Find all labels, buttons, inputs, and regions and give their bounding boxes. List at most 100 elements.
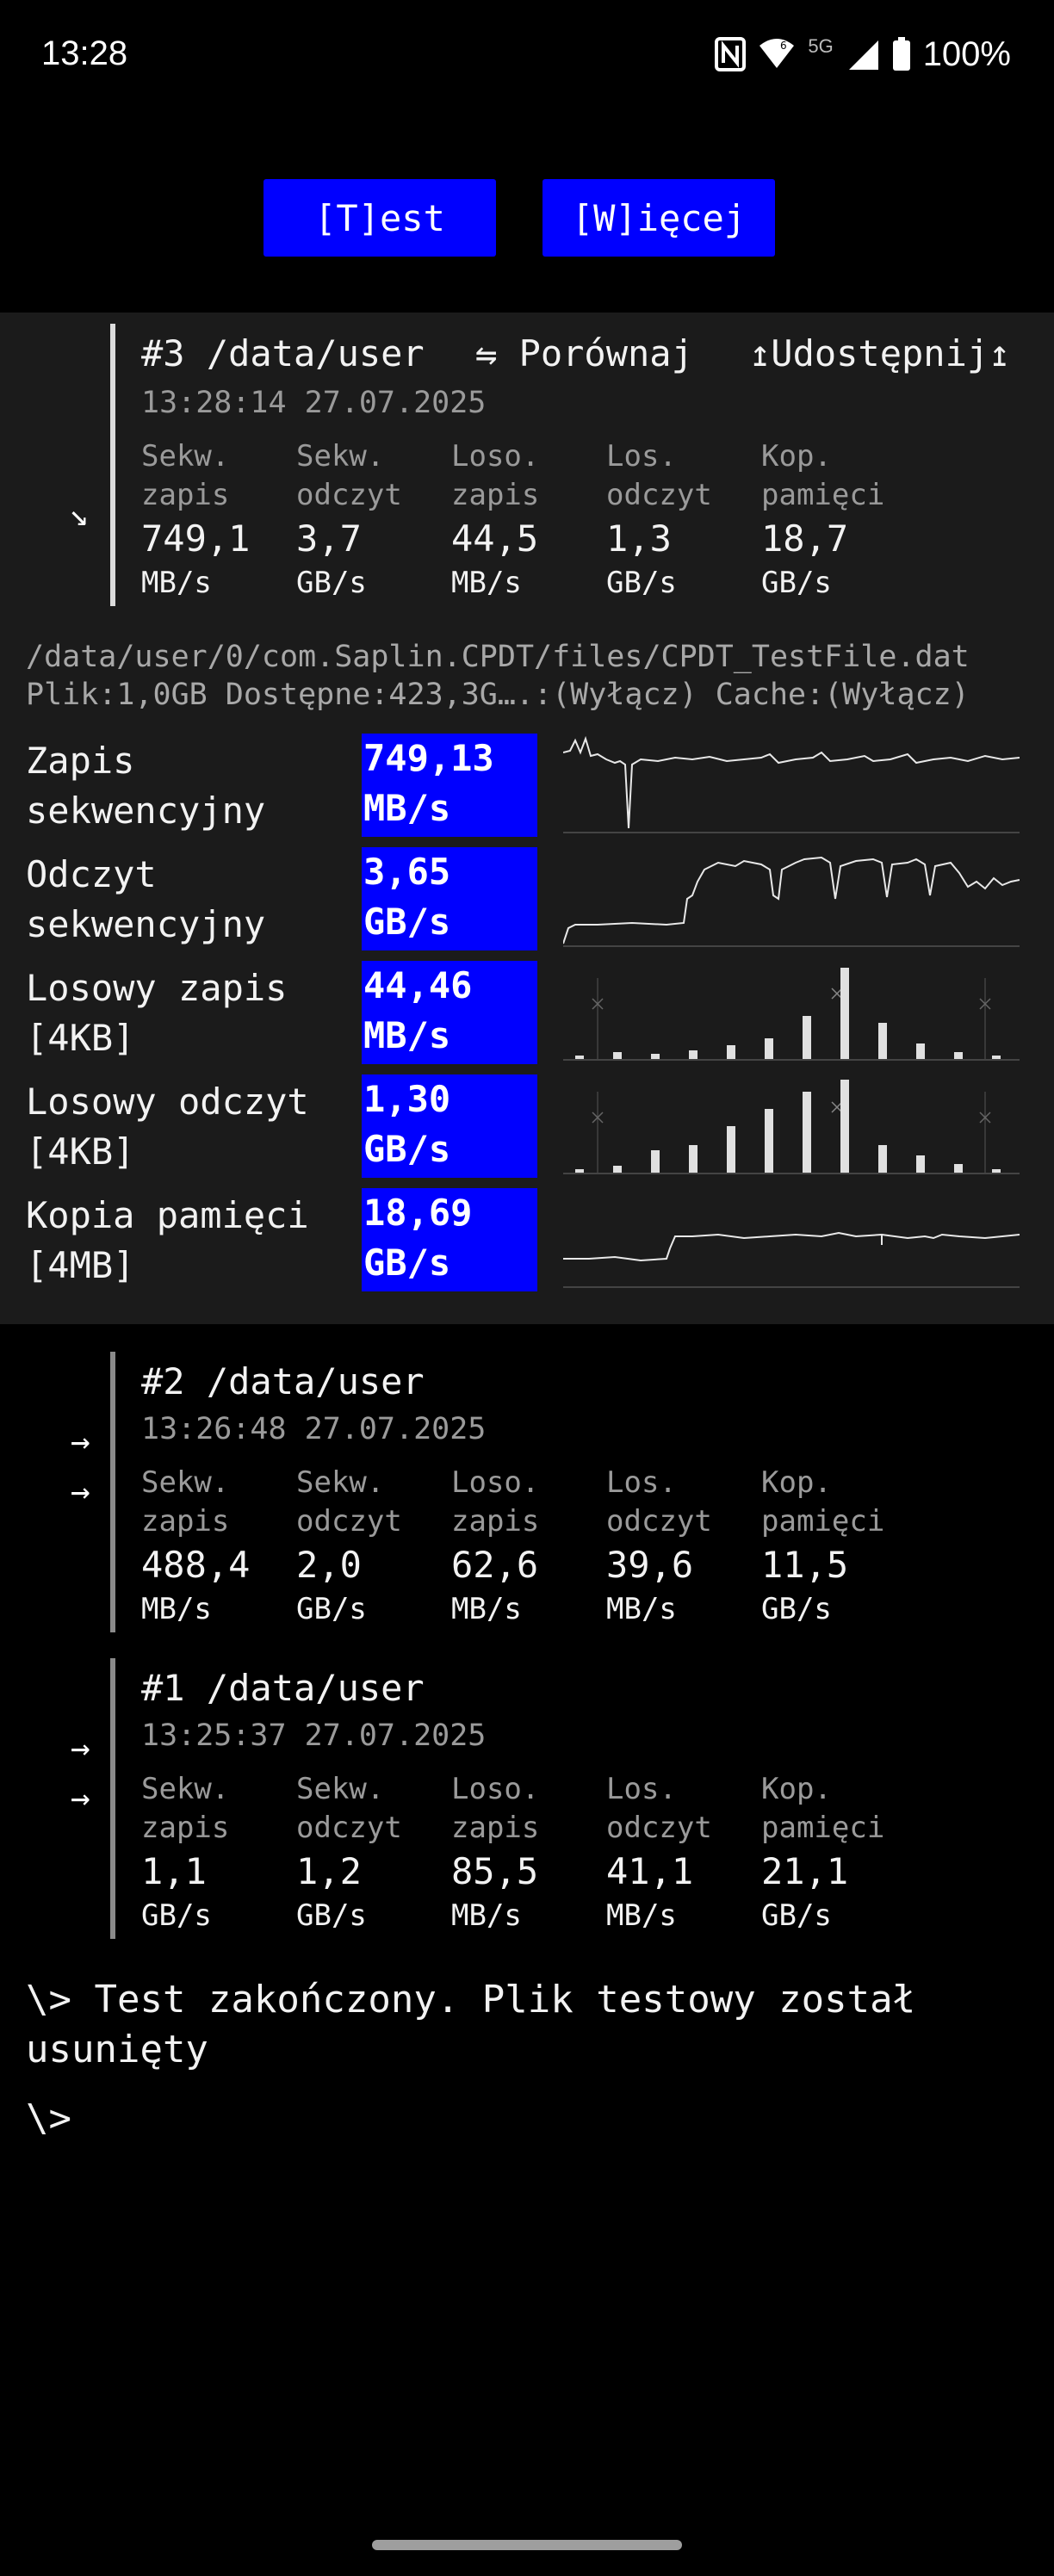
- seq-read-value: 3,65 GB/s: [362, 847, 537, 951]
- battery-icon: [892, 37, 911, 71]
- row-value-unit: MB/s: [363, 1014, 451, 1056]
- column-label: zapis: [451, 478, 540, 512]
- column-unit: MB/s: [606, 1592, 677, 1626]
- row-value-number: 3,65: [363, 851, 451, 893]
- signal-icon: [846, 37, 880, 71]
- column-value: 39,6: [606, 1544, 694, 1586]
- row-label-line: Kopia pamięci: [26, 1194, 309, 1236]
- column-label: Sekw.: [296, 1465, 385, 1500]
- history-result-title: #1 /data/user: [141, 1667, 425, 1709]
- status-time: 13:28: [41, 34, 128, 72]
- column-value: 2,0: [296, 1544, 362, 1586]
- column-label: zapis: [141, 1811, 230, 1845]
- column-label: odczyt: [296, 1811, 402, 1845]
- current-result-title: #3 /data/user: [141, 332, 425, 375]
- mem-copy-value: 18,69 GB/s: [362, 1188, 537, 1291]
- row-value-unit: GB/s: [363, 901, 451, 943]
- wifi-icon: 6: [758, 37, 796, 71]
- row-label-line: Zapis: [26, 740, 135, 782]
- status-icons: 6 5G 100%: [715, 33, 1011, 76]
- column-label: Sekw.: [141, 439, 230, 474]
- summary-column: Loso. zapis 85,5 MB/s: [451, 1770, 606, 1935]
- row-value-unit: GB/s: [363, 1128, 451, 1170]
- home-gesture-bar[interactable]: [372, 2540, 682, 2550]
- summary-column: Sekw. zapis 1,1 GB/s: [141, 1770, 296, 1935]
- column-label: Los.: [606, 1465, 677, 1500]
- column-label: odczyt: [296, 478, 402, 512]
- share-button[interactable]: ↥Udostępnij↥: [749, 332, 1011, 375]
- expand-arrow-icon[interactable]: →: [71, 1779, 90, 1817]
- column-value: 41,1: [606, 1850, 694, 1892]
- compare-button[interactable]: ⇋ Porównaj: [475, 332, 693, 375]
- test-file-info[interactable]: Plik:1,0GB Dostępne:423,3G….:(Wyłącz) Ca…: [26, 678, 970, 712]
- row-value-unit: MB/s: [363, 787, 451, 829]
- expand-arrow-icon[interactable]: →: [71, 1729, 90, 1767]
- column-label: odczyt: [606, 478, 712, 512]
- column-unit: MB/s: [606, 1898, 677, 1933]
- svg-text:6: 6: [780, 40, 787, 52]
- terminal-prompt[interactable]: \>: [26, 2096, 71, 2140]
- column-label: pamięci: [761, 1504, 885, 1539]
- summary-column: Los. odczyt 39,6 MB/s: [606, 1464, 761, 1629]
- column-value: 85,5: [451, 1850, 539, 1892]
- summary-column: Sekw. odczyt 3,7 GB/s: [296, 437, 451, 603]
- column-unit: GB/s: [296, 1592, 367, 1626]
- row-value-number: 1,30: [363, 1078, 451, 1120]
- rand-write-label: Losowy zapis [4KB]: [26, 963, 287, 1063]
- column-value: 3,7: [296, 517, 362, 560]
- column-label: Sekw.: [141, 1772, 230, 1806]
- column-label: zapis: [451, 1504, 540, 1539]
- row-value-number: 44,46: [363, 964, 473, 1006]
- column-unit: GB/s: [761, 566, 832, 600]
- column-label: zapis: [141, 478, 230, 512]
- terminal-line: \> Test zakończony. Plik testowy został: [26, 1978, 916, 2022]
- column-unit: GB/s: [761, 1898, 832, 1933]
- current-result-bar: [110, 324, 115, 606]
- column-label: odczyt: [606, 1811, 712, 1845]
- summary-column: Kop. pamięci 18,7 GB/s: [761, 437, 916, 603]
- column-label: Kop.: [761, 1772, 832, 1806]
- history-timestamp: 13:26:48 27.07.2025: [141, 1412, 487, 1446]
- collapse-arrow-icon[interactable]: ↘: [69, 495, 89, 533]
- history-summary: Sekw. zapis 1,1 GB/s Sekw. odczyt 1,2 GB…: [141, 1770, 916, 1935]
- column-unit: MB/s: [141, 566, 212, 600]
- row-value-number: 18,69: [363, 1192, 473, 1234]
- column-label: Loso.: [451, 439, 540, 474]
- summary-column: Sekw. odczyt 1,2 GB/s: [296, 1770, 451, 1935]
- row-value-number: 749,13: [363, 737, 494, 779]
- column-label: Kop.: [761, 439, 832, 474]
- summary-column: Los. odczyt 1,3 GB/s: [606, 437, 761, 603]
- summary-column: Kop. pamięci 21,1 GB/s: [761, 1770, 916, 1935]
- rand-write-graph: [563, 968, 1020, 1061]
- column-unit: GB/s: [296, 1898, 367, 1933]
- column-value: 749,1: [141, 517, 251, 560]
- column-unit: GB/s: [606, 566, 677, 600]
- column-label: odczyt: [296, 1504, 402, 1539]
- column-label: Loso.: [451, 1465, 540, 1500]
- row-label-line: sekwencyjny: [26, 790, 266, 832]
- column-unit: MB/s: [451, 566, 522, 600]
- current-timestamp: 13:28:14 27.07.2025: [141, 386, 487, 420]
- expand-arrow-icon[interactable]: →: [71, 1472, 90, 1510]
- column-value: 62,6: [451, 1544, 539, 1586]
- column-value: 488,4: [141, 1544, 251, 1586]
- summary-column: Loso. zapis 62,6 MB/s: [451, 1464, 606, 1629]
- column-label: zapis: [451, 1811, 540, 1845]
- summary-column: Kop. pamięci 11,5 GB/s: [761, 1464, 916, 1629]
- terminal-message: \> Test zakończony. Plik testowy został …: [26, 1975, 915, 2075]
- column-unit: GB/s: [141, 1898, 212, 1933]
- history-result-title: #2 /data/user: [141, 1360, 425, 1403]
- seq-write-label: Zapis sekwencyjny: [26, 736, 265, 836]
- row-label-line: Losowy zapis: [26, 967, 288, 1009]
- rand-read-value: 1,30 GB/s: [362, 1074, 537, 1178]
- column-value: 1,3: [606, 517, 672, 560]
- column-unit: GB/s: [761, 1592, 832, 1626]
- column-unit: MB/s: [141, 1592, 212, 1626]
- expand-arrow-icon[interactable]: →: [71, 1422, 90, 1460]
- mem-copy-label: Kopia pamięci [4MB]: [26, 1191, 309, 1291]
- column-unit: MB/s: [451, 1898, 522, 1933]
- column-label: Sekw.: [296, 439, 385, 474]
- seq-write-graph: [563, 735, 1020, 833]
- test-button[interactable]: [T]est: [264, 179, 496, 257]
- more-button[interactable]: [W]ięcej: [542, 179, 775, 257]
